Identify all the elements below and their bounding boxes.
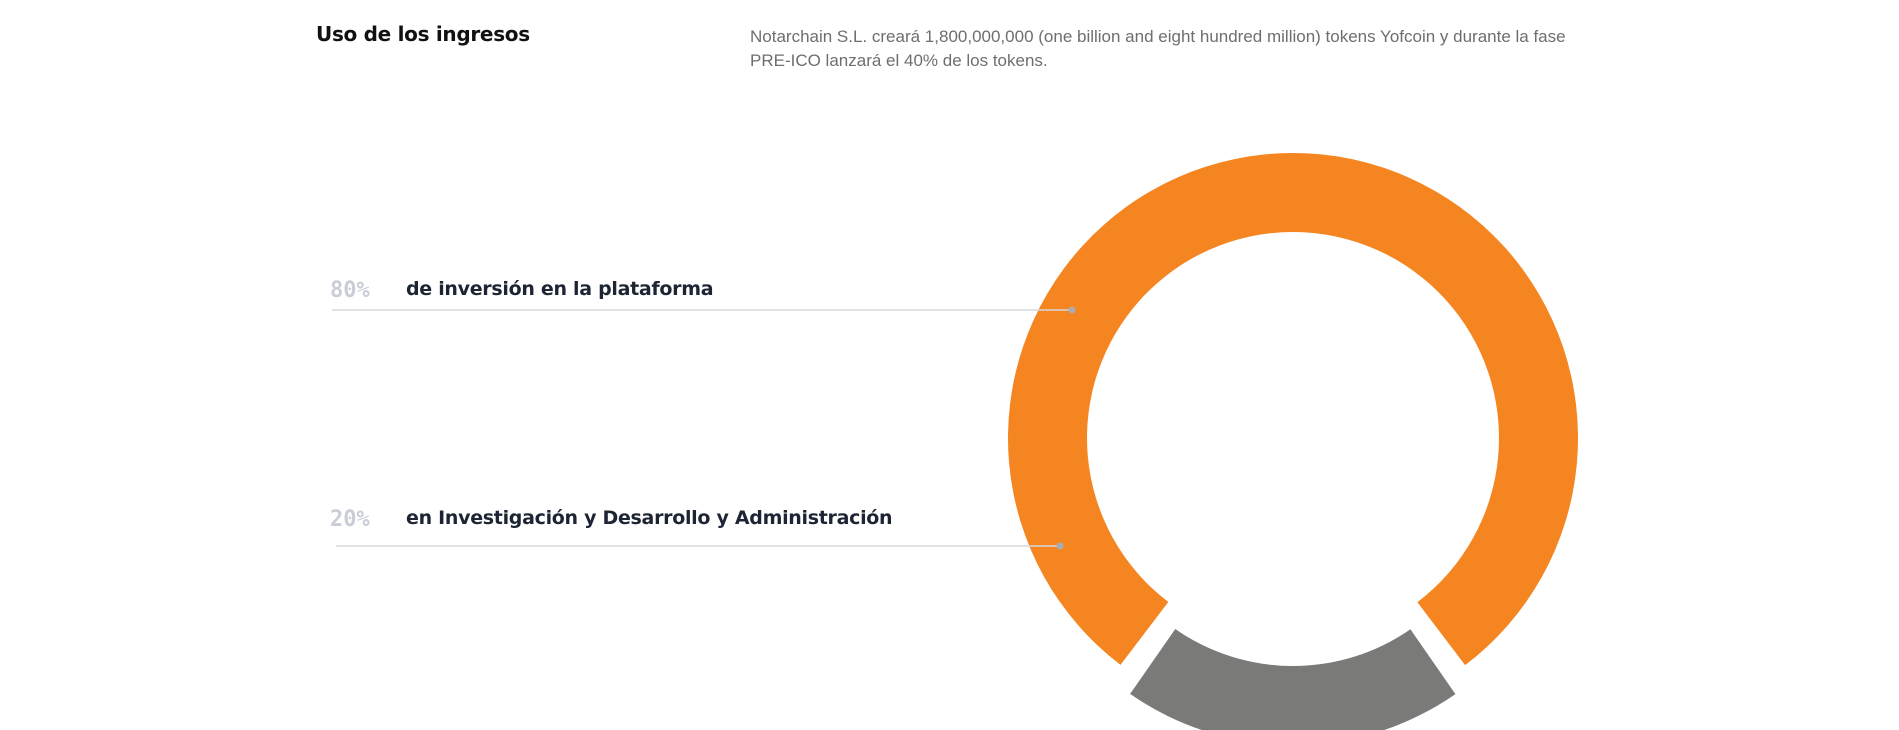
donut-slice-1	[1008, 153, 1579, 666]
slice-label: de inversión en la plataforma	[406, 278, 714, 300]
slice-label: en Investigación y Desarrollo y Administ…	[406, 507, 893, 529]
donut-slice-2	[1130, 629, 1456, 730]
slice-percent-label: 80%	[330, 278, 370, 303]
section-description: Notarchain S.L. creará 1,800,000,000 (on…	[750, 27, 1566, 70]
section-title: Uso de los ingresos	[316, 22, 530, 46]
leader-dot-1	[1068, 306, 1076, 314]
leader-dot-2	[1056, 542, 1064, 550]
slice-percent-label: 20%	[330, 507, 370, 532]
